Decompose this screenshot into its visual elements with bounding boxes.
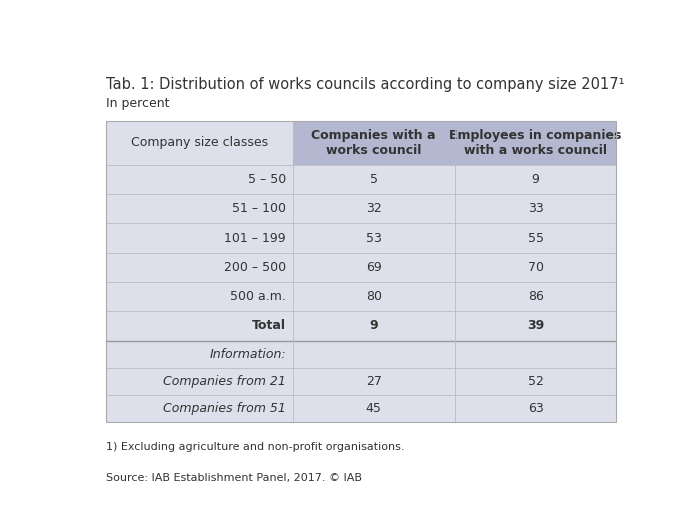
Text: 53: 53 <box>366 231 382 244</box>
Text: Total: Total <box>252 319 286 332</box>
Text: Source: IAB Establishment Panel, 2017. © IAB: Source: IAB Establishment Panel, 2017. ©… <box>106 473 363 482</box>
Text: 52: 52 <box>528 375 543 388</box>
Text: 39: 39 <box>527 319 544 332</box>
Text: Company size classes: Company size classes <box>131 137 268 149</box>
Text: 9: 9 <box>370 319 378 332</box>
Text: 9: 9 <box>532 173 540 186</box>
Text: 5 – 50: 5 – 50 <box>248 173 286 186</box>
Text: Employees in companies
with a works council: Employees in companies with a works coun… <box>449 129 622 157</box>
Text: 70: 70 <box>528 261 544 274</box>
Text: 51 – 100: 51 – 100 <box>232 202 286 215</box>
Text: 69: 69 <box>366 261 382 274</box>
Text: 5: 5 <box>370 173 378 186</box>
Text: 500 a.m.: 500 a.m. <box>230 290 286 303</box>
Text: In percent: In percent <box>106 96 170 109</box>
Text: Companies with a
works council: Companies with a works council <box>312 129 436 157</box>
Text: 63: 63 <box>528 402 543 415</box>
Text: 1) Excluding agriculture and non-profit organisations.: 1) Excluding agriculture and non-profit … <box>106 442 405 452</box>
Text: 200 – 500: 200 – 500 <box>224 261 286 274</box>
Text: Information:: Information: <box>209 348 286 361</box>
Text: 80: 80 <box>365 290 382 303</box>
Text: 33: 33 <box>528 202 543 215</box>
Text: 86: 86 <box>528 290 543 303</box>
Text: 45: 45 <box>366 402 382 415</box>
Text: Companies from 21: Companies from 21 <box>163 375 286 388</box>
Text: Companies from 51: Companies from 51 <box>163 402 286 415</box>
Text: 55: 55 <box>528 231 544 244</box>
Text: 32: 32 <box>366 202 382 215</box>
Text: 101 – 199: 101 – 199 <box>225 231 286 244</box>
Text: Tab. 1: Distribution of works councils according to company size 2017¹: Tab. 1: Distribution of works councils a… <box>106 77 625 92</box>
Text: 27: 27 <box>366 375 382 388</box>
